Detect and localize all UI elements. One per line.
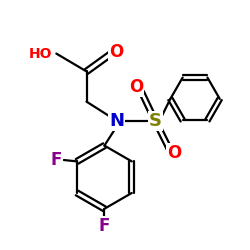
Text: HO: HO (29, 46, 52, 60)
Text: N: N (109, 112, 124, 130)
Text: F: F (51, 151, 62, 169)
Text: S: S (149, 112, 162, 130)
Text: O: O (167, 144, 181, 162)
Text: O: O (130, 78, 144, 96)
Text: F: F (99, 217, 110, 235)
Text: O: O (109, 43, 123, 61)
